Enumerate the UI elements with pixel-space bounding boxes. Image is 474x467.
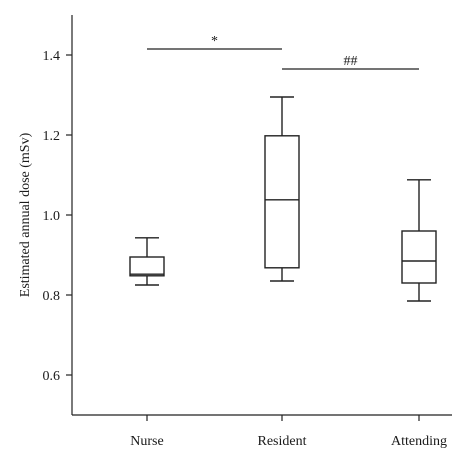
y-tick-label: 1.0 (43, 209, 61, 224)
y-ticks: 0.6 0.8 1.0 1.2 1.4 (43, 49, 72, 384)
x-tick-label: Resident (258, 434, 307, 449)
y-tick-label: 1.2 (43, 129, 61, 144)
box-resident (264, 96, 300, 282)
boxes (129, 96, 437, 302)
iqr-box (129, 256, 165, 277)
significance-label: ## (344, 54, 358, 69)
significance-annotations: * ## (147, 34, 419, 70)
iqr-box (264, 135, 300, 269)
x-ticks: Nurse Resident Attending (130, 415, 447, 449)
x-tick-label: Attending (391, 434, 447, 449)
x-tick-label: Nurse (130, 434, 163, 449)
y-tick-label: 0.6 (43, 369, 61, 384)
box-attending (401, 179, 437, 302)
axes (71, 15, 452, 416)
iqr-box (401, 230, 437, 284)
y-tick-label: 1.4 (43, 49, 61, 64)
y-tick-label: 0.8 (43, 289, 61, 304)
y-axis-title: Estimated annual dose (mSv) (18, 132, 33, 297)
significance-label: * (211, 34, 218, 49)
box-nurse (129, 237, 165, 286)
